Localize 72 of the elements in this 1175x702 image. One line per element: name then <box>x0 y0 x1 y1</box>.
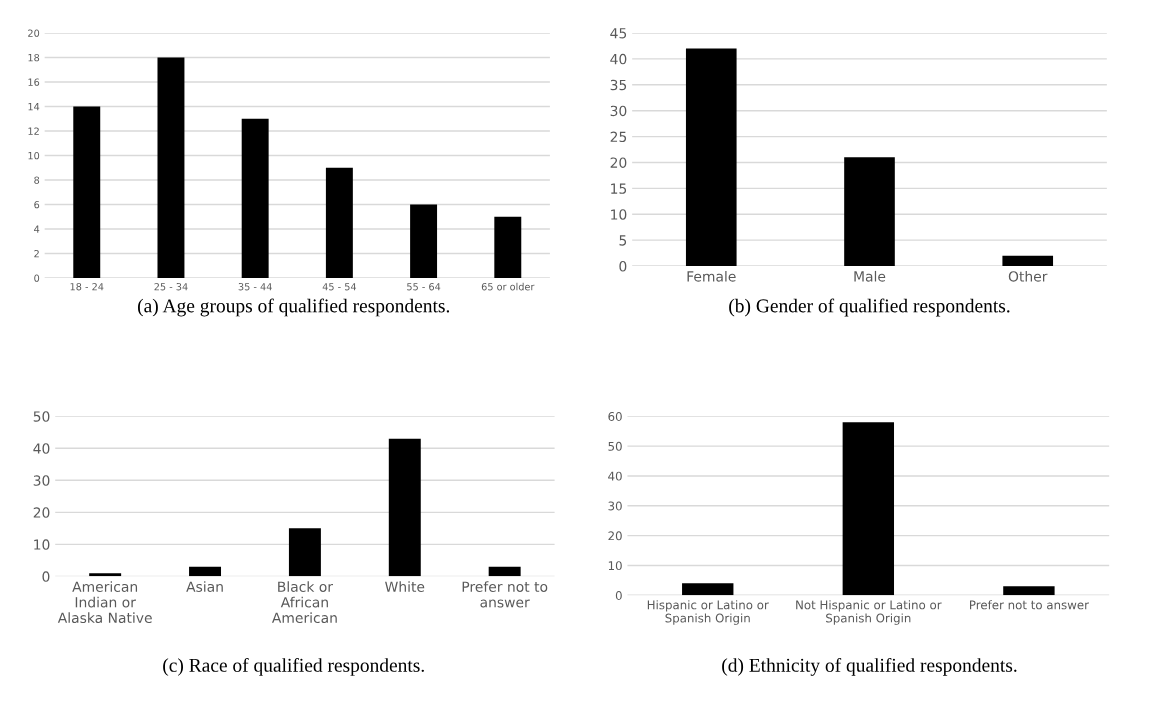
y-tick-label: 12 <box>28 127 39 135</box>
y-tick-label: 0 <box>42 571 50 582</box>
text: (b) Gender of qualified respondents. <box>729 298 1010 317</box>
y-tick-label: 15 <box>611 183 627 194</box>
text: (c) Race of qualified respondents. <box>163 657 424 676</box>
x-tick-label: 45 - 54 <box>322 283 357 291</box>
bar <box>288 528 321 577</box>
x-tick-label: 65 or older <box>481 282 535 291</box>
y-tick-label: 20 <box>28 29 40 37</box>
y-tick-label: 30 <box>610 105 627 117</box>
bar <box>488 566 521 577</box>
text: (d) Ethnicity of qualified respondents. <box>722 657 1017 676</box>
x-tick-label: 55 - 64 <box>407 283 441 291</box>
x-tick-label: Not Hispanic or Latino or Spanish Origin <box>796 600 942 625</box>
y-tick-label: 18 <box>28 53 40 62</box>
x-tick-label: White <box>385 581 425 592</box>
y-tick-label: 40 <box>608 471 622 481</box>
x-tick-label: Hispanic or Latino or Spanish Origin <box>647 600 769 625</box>
y-tick-label: 20 <box>610 157 627 168</box>
text: (a) Age groups of qualified respondents. <box>138 298 450 317</box>
x-tick-label: Prefer not to answer <box>970 600 1089 610</box>
y-tick-label: 60 <box>608 412 622 421</box>
y-tick-label: 40 <box>33 443 50 454</box>
bar <box>388 438 421 577</box>
y-tick-label: 0 <box>619 261 627 272</box>
y-tick-label: 45 <box>610 28 627 39</box>
bar <box>842 422 895 596</box>
y-tick-label: 10 <box>608 561 622 571</box>
y-tick-label: 30 <box>33 475 50 486</box>
bar <box>685 48 737 267</box>
y-tick-label: 30 <box>608 501 622 511</box>
bar <box>89 573 122 577</box>
x-tick-label: Other <box>1008 270 1048 282</box>
y-tick-label: 20 <box>608 531 622 541</box>
y-tick-label: 5 <box>619 235 627 246</box>
y-tick-label: 6 <box>34 200 40 209</box>
y-tick-label: 8 <box>34 176 40 184</box>
y-tick-label: 40 <box>610 53 627 65</box>
bar <box>189 566 222 577</box>
bar <box>73 106 101 278</box>
bar <box>410 204 438 278</box>
x-tick-label: 18 - 24 <box>70 283 104 291</box>
y-tick-label: 20 <box>33 507 50 518</box>
x-tick-label: Female <box>687 270 736 282</box>
y-tick-label: 0 <box>615 591 622 600</box>
x-tick-label: 25 - 34 <box>154 283 188 291</box>
y-tick-label: 35 <box>610 79 627 91</box>
x-tick-label: Male <box>854 270 886 282</box>
x-tick-label: Black or African American <box>271 581 337 624</box>
y-tick-label: 2 <box>34 249 39 258</box>
y-tick-label: 10 <box>34 539 50 550</box>
bar <box>1003 586 1055 596</box>
bar <box>1002 255 1054 267</box>
bar <box>157 57 185 278</box>
x-tick-label: 35 - 44 <box>238 283 272 291</box>
y-tick-label: 10 <box>611 209 627 220</box>
y-tick-label: 14 <box>28 103 40 111</box>
x-tick-label: American Indian or Alaska Native <box>57 581 152 624</box>
y-tick-label: 0 <box>34 274 40 282</box>
bar <box>844 157 895 267</box>
y-tick-label: 25 <box>610 131 627 143</box>
y-tick-label: 10 <box>28 151 40 160</box>
y-tick-label: 4 <box>34 225 40 233</box>
y-tick-label: 50 <box>608 441 622 451</box>
x-tick-label: Prefer not to answer <box>462 581 548 608</box>
bar <box>241 118 269 278</box>
bar <box>325 167 353 278</box>
y-tick-label: 16 <box>28 78 40 86</box>
x-tick-label: Asian <box>186 581 223 592</box>
y-tick-label: 50 <box>33 411 50 422</box>
bar <box>682 583 734 596</box>
bar <box>494 216 522 278</box>
